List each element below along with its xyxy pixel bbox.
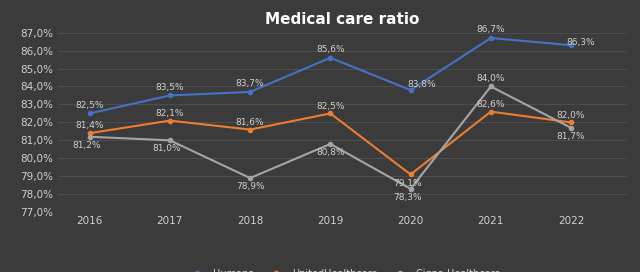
Text: 81,0%: 81,0% [153,144,182,153]
Text: 84,0%: 84,0% [477,74,505,83]
Cigna Healthcare [246,177,254,180]
Text: 82,1%: 82,1% [156,109,184,118]
Text: 83,7%: 83,7% [236,79,264,88]
UnitedHealthcare [246,128,254,131]
Text: 81,6%: 81,6% [236,118,264,127]
Humana [487,36,495,40]
Humana [166,94,173,97]
Text: 78,3%: 78,3% [394,193,422,202]
Text: 82,5%: 82,5% [316,102,344,111]
Text: 85,6%: 85,6% [316,45,345,54]
Line: Humana: Humana [88,36,573,116]
Humana [86,112,93,115]
Title: Medical care ratio: Medical care ratio [265,12,420,27]
Line: UnitedHealthcare: UnitedHealthcare [88,110,573,177]
Text: 83,8%: 83,8% [408,80,436,89]
Humana [407,88,415,92]
Cigna Healthcare [407,187,415,190]
Line: Cigna Healthcare: Cigna Healthcare [88,84,573,191]
Text: 83,5%: 83,5% [156,83,184,92]
Text: 81,7%: 81,7% [557,132,586,141]
UnitedHealthcare [166,119,173,122]
Text: 82,0%: 82,0% [557,111,586,120]
Text: 82,5%: 82,5% [76,101,104,110]
UnitedHealthcare [407,173,415,176]
Humana [326,56,334,59]
Cigna Healthcare [166,139,173,142]
Text: 80,8%: 80,8% [316,148,345,157]
Cigna Healthcare [567,126,575,129]
UnitedHealthcare [86,132,93,135]
Humana [567,44,575,47]
Cigna Healthcare [86,135,93,138]
Humana [246,90,254,94]
Legend: Humana, UnitedHealthcare, Cigna Healthcare: Humana, UnitedHealthcare, Cigna Healthca… [181,265,504,272]
Cigna Healthcare [326,142,334,146]
Text: 79,1%: 79,1% [394,179,422,188]
Text: 81,4%: 81,4% [76,120,104,130]
UnitedHealthcare [567,121,575,124]
Text: 86,7%: 86,7% [477,26,505,35]
Text: 81,2%: 81,2% [73,141,101,150]
Cigna Healthcare [487,85,495,88]
Text: 82,6%: 82,6% [477,100,505,109]
UnitedHealthcare [326,112,334,115]
Text: 78,9%: 78,9% [236,182,264,191]
Text: 86,3%: 86,3% [566,38,595,47]
UnitedHealthcare [487,110,495,113]
